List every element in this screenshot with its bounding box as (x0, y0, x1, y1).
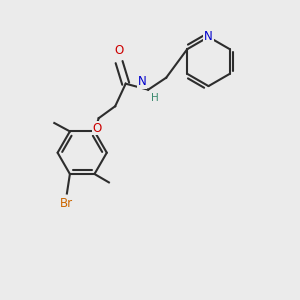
Text: O: O (93, 122, 102, 135)
Text: O: O (115, 44, 124, 57)
Text: N: N (138, 75, 147, 88)
Text: N: N (204, 30, 213, 44)
Text: H: H (151, 93, 159, 103)
Text: Br: Br (60, 197, 74, 210)
